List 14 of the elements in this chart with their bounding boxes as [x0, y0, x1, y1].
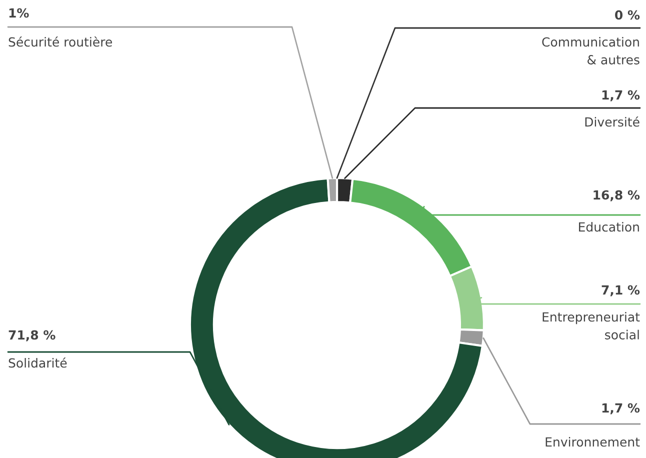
data-label: 7,1 %: [602, 285, 640, 296]
slice-label: Education: [578, 222, 639, 232]
slice-label: Solidarité: [8, 358, 67, 368]
data-label: 1,7 %: [602, 90, 640, 102]
data-label: 16,8 %: [594, 190, 640, 202]
text: 0 %: [615, 10, 640, 20]
data-label: 71,8 %: [8, 330, 56, 342]
data-label: 1,7 %: [602, 403, 640, 414]
category-label: Communication & autres: [542, 37, 640, 64]
slice-label: Sécurité routière: [8, 36, 112, 47]
data-label: 1%: [9, 8, 29, 18]
slice-label: Entrepreneuriat social: [542, 312, 640, 340]
slice-label: Environnement: [546, 437, 640, 447]
slice-label: Diversité: [585, 116, 640, 127]
